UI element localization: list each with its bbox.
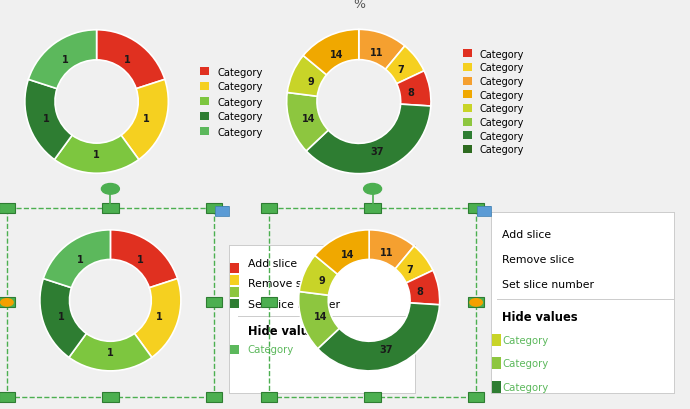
Wedge shape — [306, 105, 431, 174]
Text: 8: 8 — [407, 88, 414, 97]
Text: 9: 9 — [307, 76, 314, 86]
Legend: Category, Category, Category, Category, Category: Category, Category, Category, Category, … — [200, 67, 263, 137]
Wedge shape — [97, 31, 165, 90]
Text: 9: 9 — [319, 275, 325, 285]
Wedge shape — [386, 47, 424, 85]
Text: 1: 1 — [77, 254, 83, 264]
Wedge shape — [317, 303, 440, 371]
Text: 1: 1 — [143, 113, 150, 124]
Bar — [491, 334, 502, 346]
Wedge shape — [299, 292, 339, 349]
Wedge shape — [43, 230, 110, 288]
Text: 11: 11 — [370, 48, 384, 58]
Wedge shape — [69, 334, 152, 371]
Wedge shape — [55, 136, 139, 174]
Text: Set slice number: Set slice number — [502, 280, 594, 290]
Wedge shape — [315, 230, 369, 274]
Bar — [229, 264, 239, 273]
Wedge shape — [135, 279, 181, 357]
Bar — [229, 299, 239, 309]
Polygon shape — [219, 209, 226, 215]
Text: 1: 1 — [43, 113, 50, 124]
Text: 8: 8 — [416, 286, 423, 296]
Wedge shape — [395, 246, 433, 283]
Title: %: % — [353, 0, 365, 11]
Wedge shape — [369, 230, 414, 269]
Wedge shape — [397, 72, 431, 107]
Text: Remove slice: Remove slice — [248, 279, 320, 289]
Wedge shape — [25, 80, 72, 160]
Wedge shape — [286, 93, 328, 151]
Text: 14: 14 — [340, 249, 354, 259]
Text: 1: 1 — [93, 150, 100, 160]
Text: Category: Category — [502, 358, 549, 369]
Text: 7: 7 — [397, 65, 404, 75]
Wedge shape — [303, 30, 359, 76]
Text: Add slice: Add slice — [248, 258, 297, 268]
Wedge shape — [299, 256, 337, 295]
Bar — [491, 357, 502, 369]
Bar — [229, 276, 239, 285]
Bar — [491, 381, 502, 393]
Text: 37: 37 — [370, 147, 384, 157]
Text: Hide values: Hide values — [502, 310, 578, 324]
Wedge shape — [28, 31, 97, 90]
Bar — [229, 288, 239, 297]
Text: Hide values: Hide values — [248, 324, 324, 337]
Wedge shape — [287, 56, 326, 97]
Text: 1: 1 — [58, 312, 65, 321]
Legend: Category, Category, Category, Category, Category, Category, Category, Category: Category, Category, Category, Category, … — [463, 49, 524, 155]
Text: 7: 7 — [406, 264, 413, 274]
Wedge shape — [359, 30, 405, 70]
Text: 37: 37 — [380, 344, 393, 354]
Text: 14: 14 — [302, 114, 315, 124]
Text: 1: 1 — [62, 55, 69, 65]
Text: 11: 11 — [380, 247, 393, 257]
Text: 14: 14 — [330, 50, 343, 60]
Polygon shape — [481, 209, 489, 215]
Wedge shape — [406, 271, 440, 305]
Text: 14: 14 — [313, 312, 327, 321]
Text: 1: 1 — [124, 55, 131, 65]
Text: Category: Category — [248, 345, 294, 355]
Wedge shape — [121, 80, 168, 160]
Text: 1: 1 — [156, 312, 163, 321]
Wedge shape — [110, 230, 177, 288]
Text: 1: 1 — [137, 254, 144, 264]
Text: Add slice: Add slice — [502, 229, 551, 239]
Text: Category: Category — [502, 335, 549, 345]
Text: 1: 1 — [107, 347, 114, 357]
Wedge shape — [40, 279, 86, 357]
Text: Set slice number: Set slice number — [248, 299, 339, 309]
Bar — [229, 345, 239, 354]
Text: Category: Category — [502, 382, 549, 392]
Text: Remove slice: Remove slice — [502, 254, 575, 265]
